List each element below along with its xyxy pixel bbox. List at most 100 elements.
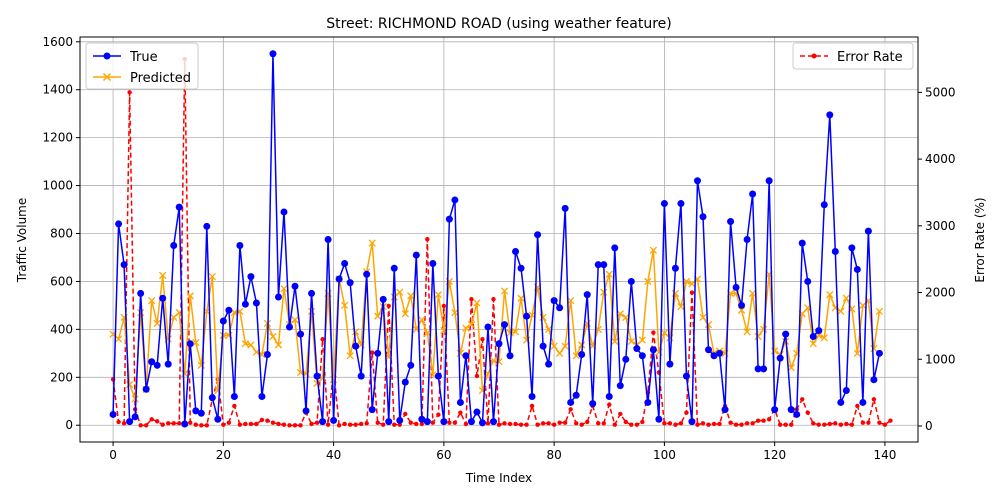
true-point (192, 407, 200, 415)
error-rate-point (551, 422, 557, 427)
true-point (682, 372, 690, 380)
legend-predicted-label: Predicted (130, 71, 191, 86)
true-point (776, 354, 784, 362)
true-point (131, 413, 139, 421)
true-point (567, 398, 575, 406)
predicted-point (572, 352, 580, 360)
true-point (170, 241, 178, 249)
error-rate-point (673, 422, 678, 427)
true-point (600, 261, 608, 269)
true-point (864, 227, 872, 235)
error-rate-point (353, 422, 358, 427)
true-point (142, 385, 150, 393)
error-rate-point (695, 422, 700, 427)
error-rate-point (700, 421, 706, 426)
error-rate-point (298, 423, 303, 428)
true-point (203, 222, 211, 230)
true-point (815, 327, 823, 335)
true-point (842, 386, 850, 394)
predicted-point (340, 301, 349, 310)
y-tick-label: 1200 (42, 131, 73, 145)
true-point (324, 236, 332, 243)
predicted-point (809, 340, 817, 348)
error-rate-point (265, 418, 270, 423)
error-rate-point (436, 412, 441, 417)
y2-tick-label: 1000 (925, 352, 956, 366)
error-rate-point (524, 422, 529, 427)
true-point (528, 392, 536, 400)
predicted-point (307, 307, 316, 316)
error-rate-point (706, 422, 711, 427)
error-rate-point (121, 421, 127, 426)
true-point (523, 312, 531, 320)
error-rate-point (364, 421, 369, 426)
legend-true-label: True (129, 50, 158, 65)
error-rate-point (827, 421, 832, 427)
x-tick-label: 140 (873, 448, 896, 462)
true-point (164, 360, 172, 368)
true-point (159, 294, 167, 302)
error-rate-point (149, 417, 154, 422)
true-point (556, 304, 564, 312)
y2-tick-label: 2000 (925, 286, 956, 300)
error-rate-point (254, 421, 259, 427)
true-point (798, 239, 806, 247)
error-rate-point (392, 422, 397, 427)
error-rate-point (403, 411, 408, 417)
y-tick-label: 800 (50, 227, 73, 241)
predicted-point (754, 332, 762, 341)
true-point (677, 200, 685, 208)
true-point (137, 289, 145, 297)
error-rate-point (579, 422, 584, 427)
true-point (462, 352, 470, 360)
predicted-point (423, 329, 431, 337)
true-point (434, 372, 442, 380)
true-point (230, 392, 238, 400)
error-rate-point (248, 421, 254, 427)
true-point (120, 261, 128, 269)
true-point (330, 416, 338, 424)
error-rate-point (309, 421, 314, 427)
predicted-point (743, 328, 751, 336)
true-point (407, 361, 415, 369)
predicted-point (280, 284, 288, 293)
predicted-point (611, 337, 619, 346)
error-rate-point (717, 421, 722, 427)
true-point (754, 365, 762, 373)
predicted-point (467, 320, 476, 329)
true-point (390, 264, 398, 272)
true-point (225, 306, 233, 314)
x-tick-label: 80 (546, 448, 561, 462)
legend-error-marker (811, 53, 817, 59)
error-rate-point (375, 420, 380, 425)
error-rate-point (662, 421, 667, 426)
true-point (352, 342, 360, 350)
true-point (473, 408, 481, 416)
error-rate-point (518, 422, 524, 427)
true-point (313, 372, 321, 380)
true-point (412, 251, 420, 259)
error-rate-point (667, 421, 673, 426)
true-series-line (112, 53, 881, 425)
error-rate-point (171, 421, 176, 426)
error-rate-point (243, 421, 248, 427)
error-rate-point (154, 419, 160, 424)
true-point (357, 372, 365, 380)
error-rate-point (833, 421, 838, 426)
true-point (716, 349, 724, 357)
true-point (401, 378, 409, 386)
predicted-point (489, 356, 498, 365)
predicted-point (699, 313, 707, 322)
error-rate-point (463, 421, 469, 427)
predicted-point (418, 316, 426, 324)
y-tick-label: 1400 (42, 83, 73, 97)
true-point (644, 398, 652, 406)
true-point (826, 111, 834, 119)
error-rate-point (281, 422, 287, 427)
true-point (594, 261, 602, 269)
true-point (208, 394, 216, 402)
error-rate-point (640, 419, 645, 425)
error-rate-point (507, 421, 513, 427)
predicted-point (451, 308, 459, 317)
